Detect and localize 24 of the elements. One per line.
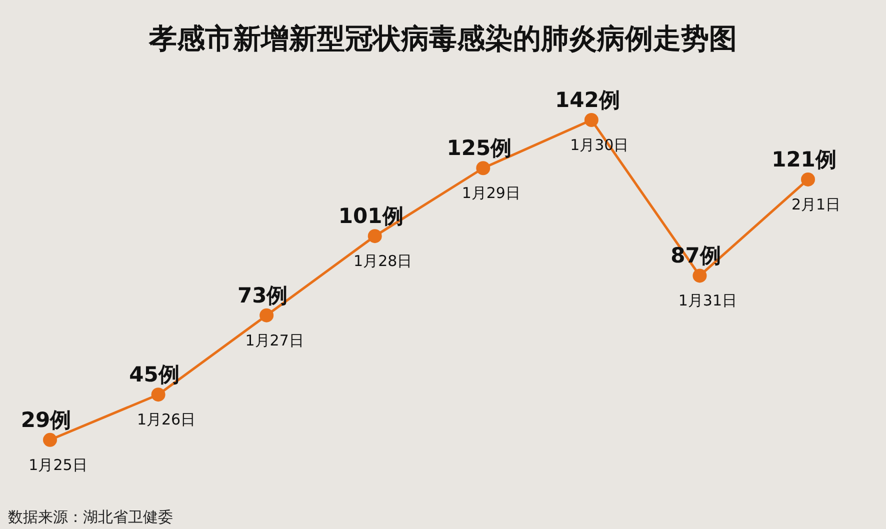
x-tick-label: 1月28日 — [354, 252, 412, 270]
point — [584, 113, 598, 127]
data-label: 45例 — [129, 362, 180, 387]
point — [368, 229, 382, 244]
point — [260, 308, 274, 322]
x-tick-label: 2月1日 — [791, 195, 841, 214]
x-tick-label: 1月26日 — [136, 410, 196, 429]
x-tick-label: 1月31日 — [678, 292, 738, 310]
source-note: 数据来源：湖北省卫健委 — [8, 508, 173, 526]
point — [476, 161, 490, 176]
data-label: 29例 — [20, 408, 72, 432]
data-label: 142例 — [555, 88, 620, 112]
x-tick-label: 1月25日 — [28, 456, 88, 474]
point — [43, 432, 57, 447]
point — [801, 172, 815, 186]
x-tick-label: 1月27日 — [245, 331, 304, 350]
data-label: 73例 — [237, 283, 288, 308]
data-label: 101例 — [338, 204, 404, 228]
chart-title: 孝感市新增新型冠状病毒感染的肺炎病例走势图 — [148, 22, 737, 55]
point — [151, 388, 166, 402]
x-tick-label: 1月29日 — [462, 184, 520, 202]
data-label: 125例 — [446, 136, 512, 160]
data-label: 121例 — [772, 147, 836, 172]
point — [692, 268, 707, 283]
